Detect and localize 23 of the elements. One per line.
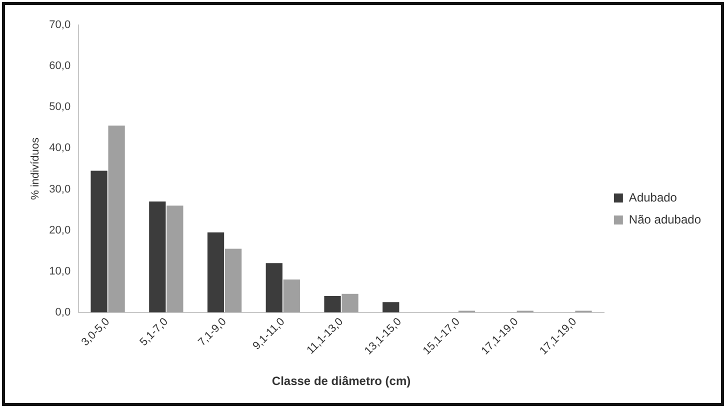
legend-label: Não adubado [628,212,702,226]
y-tick-label: 70,0 [49,19,71,32]
y-tick-label: 30,0 [49,183,71,196]
y-axis-title: % indivíduos [30,137,42,200]
bar [283,280,300,312]
bar [382,302,400,312]
bar [324,296,341,312]
bar [108,126,125,312]
y-tick-label: 40,0 [49,142,71,154]
bar [149,202,166,312]
y-tick-label: 60,0 [49,60,71,72]
y-tick-label: 0,0 [55,306,71,318]
y-tick-label: 50,0 [49,101,71,114]
bar [90,170,108,312]
legend-label: Adubado [628,190,678,204]
bar [266,263,282,312]
y-tick-label: 10,0 [49,265,71,278]
x-axis-title: Classe de diâmetro (cm) [272,374,411,388]
bar [342,294,358,312]
bar [166,206,184,312]
y-tick-label: 20,0 [49,224,71,236]
bar [207,232,224,312]
bar [224,248,242,312]
